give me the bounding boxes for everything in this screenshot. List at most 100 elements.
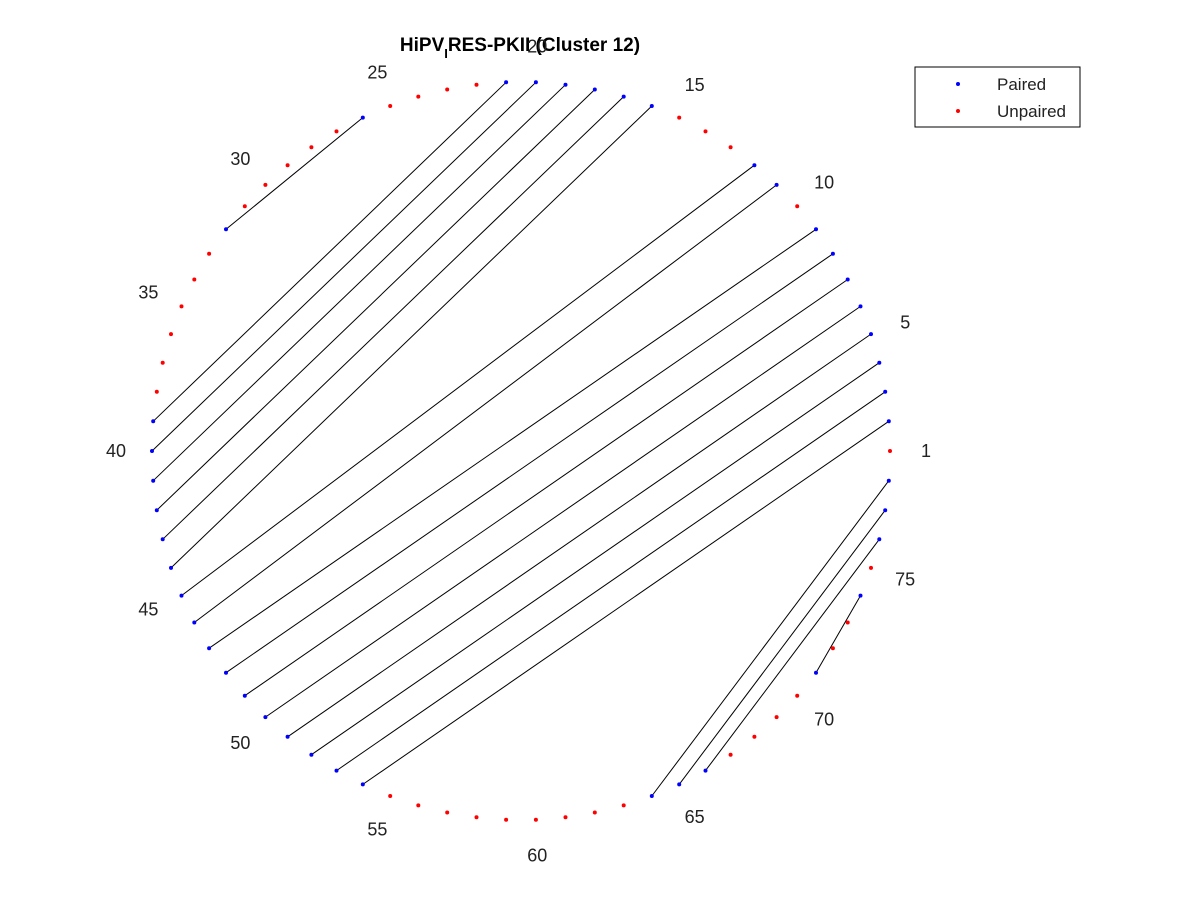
unpaired-point-36 bbox=[169, 332, 173, 337]
unpaired-point-38 bbox=[154, 389, 159, 394]
pair-link-8-48 bbox=[225, 253, 834, 674]
position-label-65: 65 bbox=[685, 807, 705, 827]
pair-link-6-50 bbox=[265, 305, 861, 718]
paired-point-20 bbox=[533, 80, 538, 85]
paired-point-53 bbox=[334, 768, 339, 773]
legend-unpaired-label: Unpaired bbox=[997, 102, 1066, 121]
paired-point-12 bbox=[752, 163, 757, 168]
pair-link-17-43 bbox=[162, 96, 625, 540]
paired-point-77 bbox=[883, 508, 888, 513]
unpaired-point-1 bbox=[888, 449, 892, 453]
pair-link-2-54 bbox=[362, 420, 890, 785]
position-label-30: 30 bbox=[230, 149, 250, 169]
paired-point-48 bbox=[224, 670, 228, 675]
unpaired-point-63 bbox=[621, 803, 626, 808]
position-label-15: 15 bbox=[685, 75, 705, 95]
pair-link-20-40 bbox=[151, 81, 537, 452]
unpaired-point-60 bbox=[533, 817, 538, 822]
paired-point-42 bbox=[154, 508, 159, 513]
paired-point-50 bbox=[263, 715, 268, 720]
unpaired-point-31 bbox=[242, 204, 247, 209]
unpaired-point-23 bbox=[445, 87, 450, 92]
pair-link-71-74 bbox=[815, 595, 861, 673]
paired-point-6 bbox=[858, 304, 863, 309]
pair-links bbox=[151, 81, 890, 797]
chart-title: HiPVIRES-PKII (Cluster 12) bbox=[400, 35, 640, 61]
paired-point-26 bbox=[360, 115, 365, 120]
pair-link-64-78 bbox=[651, 480, 890, 797]
position-label-40: 40 bbox=[106, 441, 126, 461]
unpaired-point-29 bbox=[285, 163, 290, 168]
unpaired-point-61 bbox=[563, 815, 568, 820]
pair-link-19-41 bbox=[152, 84, 566, 482]
position-label-70: 70 bbox=[814, 710, 834, 730]
unpaired-point-72 bbox=[830, 646, 835, 651]
unpaired-point-13 bbox=[728, 145, 733, 150]
paired-point-4 bbox=[877, 360, 882, 365]
pair-link-16-44 bbox=[170, 105, 653, 569]
unpaired-point-24 bbox=[416, 94, 421, 99]
unpaired-point-69 bbox=[774, 715, 779, 720]
paired-point-8 bbox=[830, 251, 835, 256]
position-label-5: 5 bbox=[900, 313, 910, 333]
title-subscript: I bbox=[444, 46, 448, 61]
paired-point-5 bbox=[869, 332, 873, 337]
pair-link-11-46 bbox=[193, 184, 777, 623]
paired-point-21 bbox=[504, 80, 509, 85]
title-prefix: HiPV bbox=[400, 35, 445, 56]
unpaired-point-70 bbox=[795, 693, 800, 698]
pair-link-26-32 bbox=[225, 117, 364, 230]
pair-link-5-51 bbox=[287, 333, 872, 738]
paired-point-45 bbox=[179, 593, 184, 598]
paired-point-2 bbox=[886, 419, 891, 424]
position-label-20: 20 bbox=[527, 36, 547, 56]
paired-point-49 bbox=[242, 693, 247, 698]
paired-point-78 bbox=[886, 478, 891, 483]
paired-point-18 bbox=[592, 87, 597, 92]
paired-point-9 bbox=[814, 227, 818, 232]
paired-point-54 bbox=[360, 782, 365, 787]
paired-point-40 bbox=[150, 449, 154, 453]
paired-point-46 bbox=[192, 620, 197, 625]
unpaired-point-59 bbox=[504, 817, 509, 822]
pair-link-9-47 bbox=[208, 228, 817, 649]
pair-link-4-52 bbox=[311, 362, 880, 756]
paired-point-74 bbox=[858, 593, 863, 598]
paired-point-44 bbox=[169, 565, 173, 570]
position-label-55: 55 bbox=[367, 820, 387, 840]
legend-paired-marker bbox=[956, 82, 960, 86]
unpaired-point-73 bbox=[845, 620, 850, 625]
unpaired-point-56 bbox=[416, 803, 421, 808]
unpaired-point-57 bbox=[445, 810, 450, 815]
position-label-1: 1 bbox=[921, 441, 931, 461]
paired-point-76 bbox=[877, 537, 882, 542]
pair-link-3-53 bbox=[336, 391, 886, 772]
unpaired-point-33 bbox=[207, 251, 212, 256]
unpaired-point-14 bbox=[703, 129, 708, 134]
pair-link-66-76 bbox=[705, 538, 880, 771]
paired-point-3 bbox=[883, 389, 888, 394]
paired-point-11 bbox=[774, 182, 779, 187]
unpaired-point-58 bbox=[474, 815, 479, 820]
legend: Paired Unpaired bbox=[914, 66, 1081, 128]
unpaired-point-25 bbox=[388, 104, 393, 108]
unpaired-point-34 bbox=[192, 277, 197, 282]
unpaired-point-35 bbox=[179, 304, 184, 309]
unpaired-point-15 bbox=[677, 115, 682, 120]
paired-point-17 bbox=[621, 94, 626, 99]
unpaired-point-55 bbox=[388, 794, 393, 798]
paired-point-66 bbox=[703, 768, 708, 773]
position-label-60: 60 bbox=[527, 846, 547, 866]
position-label-45: 45 bbox=[138, 600, 158, 620]
position-label-10: 10 bbox=[814, 172, 834, 192]
pair-link-21-39 bbox=[152, 81, 507, 422]
paired-point-32 bbox=[224, 227, 228, 232]
paired-point-7 bbox=[845, 277, 850, 282]
unpaired-point-27 bbox=[334, 129, 339, 134]
paired-point-65 bbox=[677, 782, 682, 787]
paired-point-43 bbox=[160, 537, 165, 542]
paired-point-71 bbox=[814, 670, 818, 675]
legend-unpaired-marker bbox=[956, 109, 960, 113]
